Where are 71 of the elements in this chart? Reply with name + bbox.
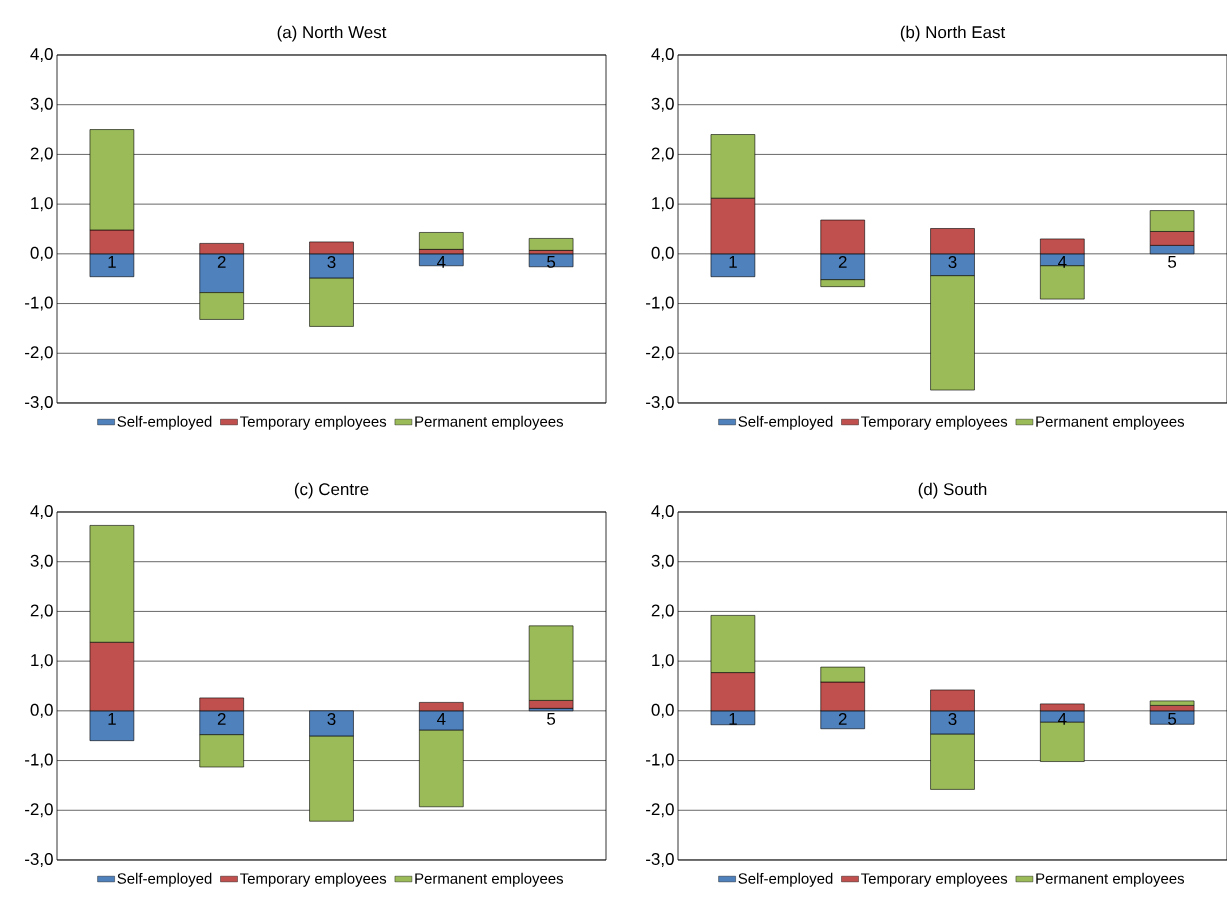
x-tick-label: 5 [547, 256, 556, 268]
y-tick-label: 4,0 [30, 504, 53, 519]
y-tick-label: 1,0 [31, 197, 53, 212]
chart-title: (d) South [918, 482, 987, 499]
bar [419, 253, 464, 267]
legend-label: Self-employed [738, 415, 833, 430]
legend-label: Temporary employees [861, 415, 1008, 430]
chart-title: (c) Centre [294, 482, 369, 499]
legend-label: Self-employed [738, 872, 833, 887]
x-tick-label: 3 [327, 713, 336, 726]
y-tick-label: 1,0 [31, 654, 53, 669]
x-tick-label: 4 [436, 713, 446, 725]
y-tick-label: 3,0 [30, 97, 53, 112]
y-tick-label: 3,0 [651, 97, 674, 112]
y-tick-label: -2,0 [25, 803, 53, 818]
legend-label: Permanent employees [415, 415, 564, 430]
y-tick-label: 1,0 [652, 197, 674, 212]
y-tick-label: 2,0 [30, 604, 53, 619]
y-tick-label: 2,0 [651, 147, 674, 162]
bar [419, 232, 464, 250]
legend-label: Self-employed [117, 415, 212, 430]
legend-label: Temporary employees [861, 872, 1008, 887]
y-tick-label: -1,0 [646, 296, 674, 311]
y-tick-label: -2,0 [646, 346, 674, 361]
y-tick-label: 3,0 [30, 554, 53, 569]
y-tick-label: 0,0 [651, 703, 674, 718]
y-tick-label: -1,0 [25, 296, 53, 311]
x-tick-label: 4 [436, 256, 446, 268]
y-tick-label: 4,0 [651, 47, 674, 62]
legend-label: Permanent employees [415, 872, 564, 887]
legend-label: Self-employed [117, 872, 212, 887]
y-tick-label: 0,0 [651, 246, 674, 261]
x-tick-label: 3 [948, 256, 957, 269]
y-tick-label: 4,0 [651, 504, 674, 519]
y-tick-label: 2,0 [30, 147, 53, 162]
bar [1149, 710, 1195, 725]
y-tick-label: -3,0 [25, 852, 53, 867]
x-tick-label: 2 [838, 256, 847, 268]
x-tick-label: 3 [948, 713, 957, 726]
x-tick-label: 2 [838, 713, 847, 725]
x-tick-label: 5 [547, 713, 556, 725]
x-tick-label: 5 [1168, 256, 1177, 268]
y-tick-label: -3,0 [646, 395, 674, 410]
legend-label: Permanent employees [1036, 872, 1185, 887]
legend-label: Permanent employees [1036, 415, 1185, 430]
y-tick-label: 3,0 [651, 554, 674, 569]
x-tick-label: 2 [217, 713, 226, 725]
x-tick-label: 1 [729, 256, 737, 268]
x-tick-label: 3 [327, 256, 336, 269]
y-tick-label: -2,0 [25, 346, 53, 361]
bar [528, 238, 574, 251]
y-tick-label: -1,0 [25, 753, 53, 768]
y-tick-label: -3,0 [25, 395, 53, 410]
y-tick-label: -1,0 [646, 753, 674, 768]
bar [528, 253, 574, 268]
y-tick-label: -3,0 [646, 852, 674, 867]
x-tick-label: 5 [1168, 713, 1177, 725]
y-tick-label: 4,0 [30, 47, 53, 62]
x-tick-label: 2 [217, 256, 226, 268]
y-tick-label: 0,0 [30, 703, 53, 718]
x-tick-label: 1 [729, 713, 737, 725]
y-tick-label: 2,0 [651, 604, 674, 619]
y-tick-label: 1,0 [652, 654, 674, 669]
y-tick-label: -2,0 [646, 803, 674, 818]
legend-label: Temporary employees [240, 872, 387, 887]
y-tick-label: 0,0 [30, 246, 53, 261]
x-tick-label: 1 [108, 256, 116, 268]
chart-title: (a) North West [277, 25, 387, 42]
legend-label: Temporary employees [240, 415, 387, 430]
x-tick-label: 1 [108, 713, 116, 725]
chart-title: (b) North East [900, 25, 1006, 42]
